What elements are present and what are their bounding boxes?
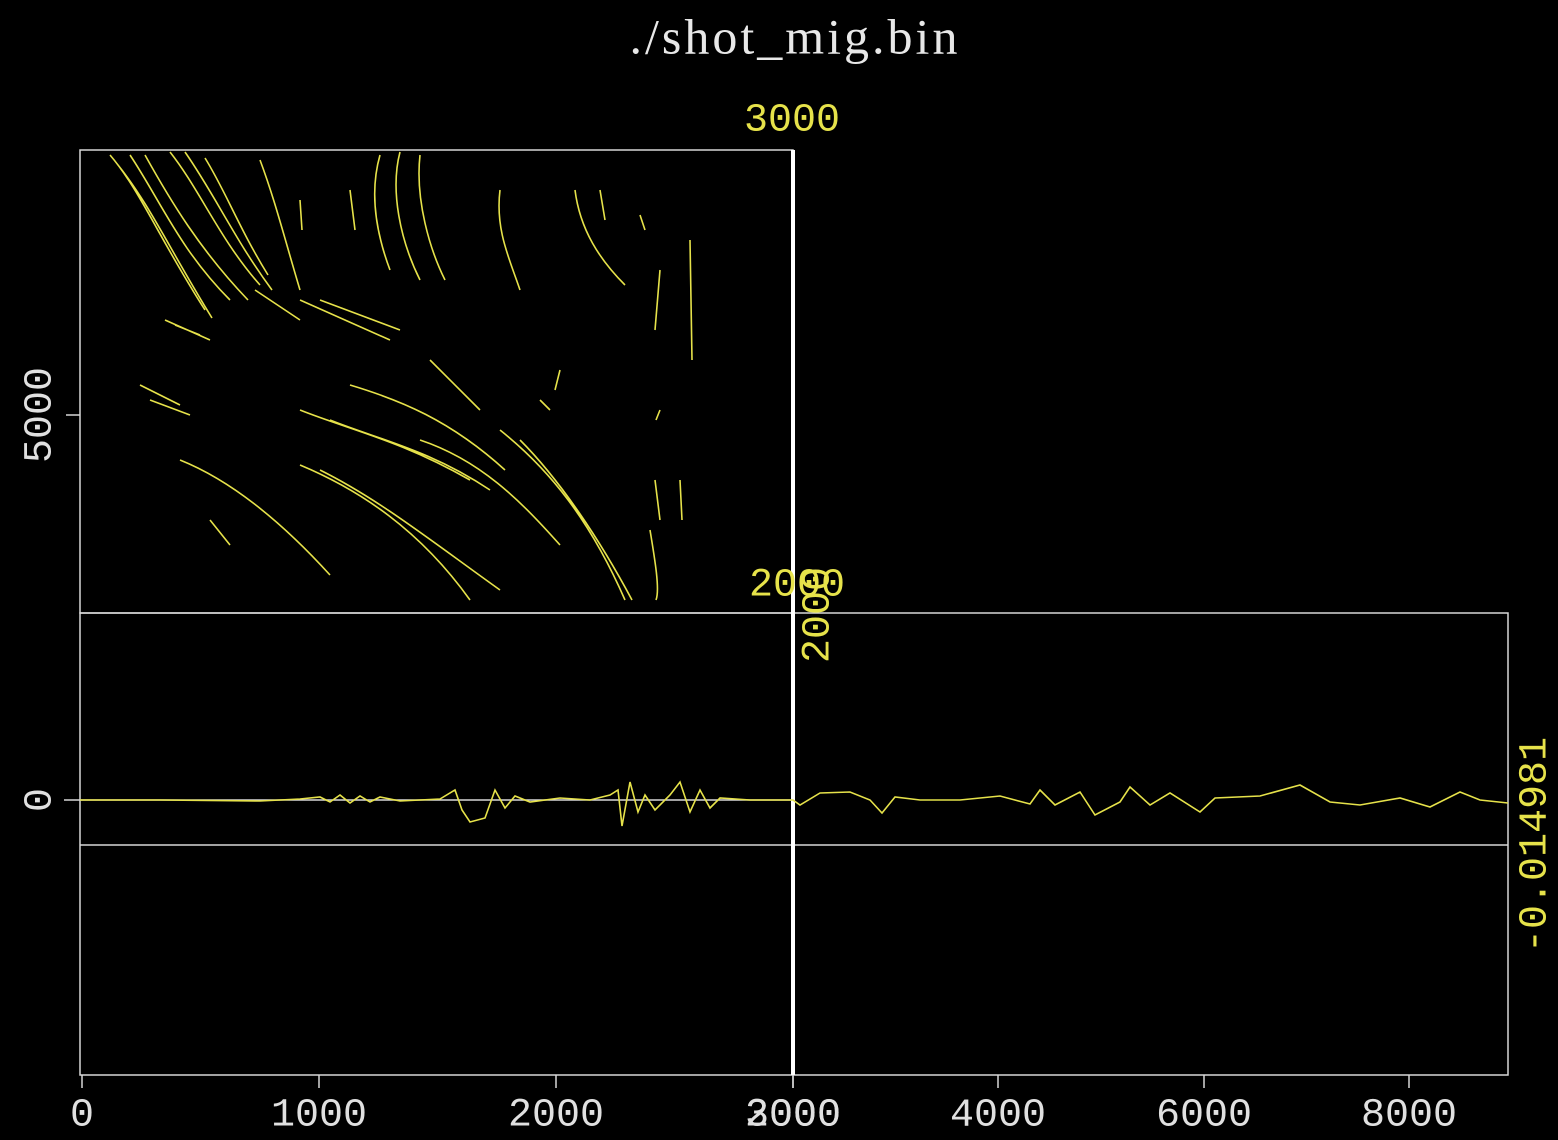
trace: [80, 780, 1509, 827]
overlay-label: 2000: [797, 567, 842, 663]
bottom-tick-label: 8000: [1361, 1094, 1457, 1139]
bottom-tick-label: 4000: [950, 1094, 1046, 1139]
top-label: 3000: [744, 99, 840, 144]
bottom-tick-label: 3000: [745, 1094, 841, 1139]
overlay-label: 2000: [749, 564, 845, 609]
bottom-tick-label: 2000: [745, 1094, 841, 1139]
contours: [109, 151, 693, 601]
bottom-tick-label: 6000: [1156, 1094, 1252, 1139]
bottom-tick-label: 2000: [508, 1094, 604, 1139]
left-tick-label: 5000: [19, 367, 64, 463]
right-label: -0.014981: [1514, 737, 1558, 953]
title: ./shot_mig.bin: [630, 8, 961, 64]
left-tick-label: 0: [19, 788, 64, 812]
bottom-tick-label: 1000: [271, 1094, 367, 1139]
bottom-tick-label: 0: [70, 1094, 94, 1139]
